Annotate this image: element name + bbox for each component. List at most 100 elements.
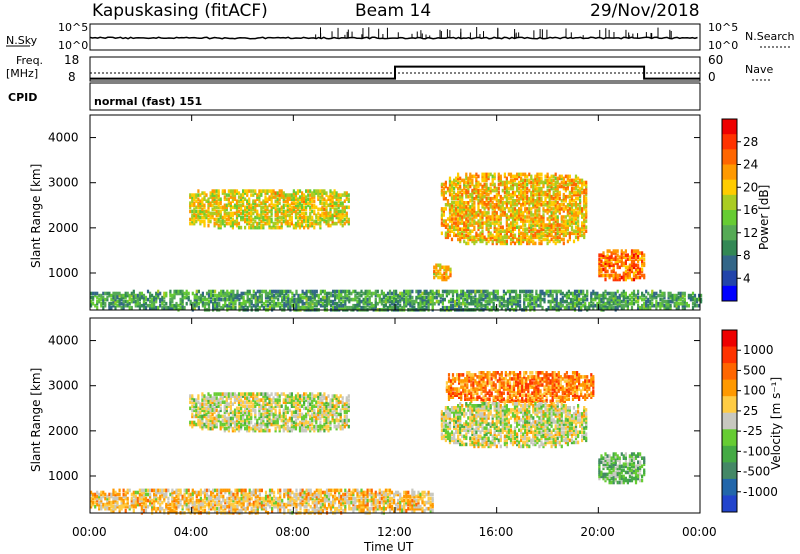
range-cell <box>197 193 200 197</box>
range-cell <box>287 295 290 300</box>
range-cell <box>299 295 302 300</box>
range-cell <box>429 297 432 302</box>
range-cell <box>260 418 263 423</box>
range-cell <box>321 217 324 222</box>
range-cell <box>583 215 586 219</box>
range-cell <box>220 297 223 302</box>
range-cell <box>339 213 342 218</box>
range-cell <box>250 299 253 304</box>
range-cell <box>201 416 204 421</box>
range-cell <box>266 191 269 195</box>
range-cell <box>643 305 646 310</box>
range-cell <box>201 404 204 408</box>
range-cell <box>536 196 539 201</box>
range-cell <box>311 195 314 199</box>
range-cell <box>195 195 198 199</box>
range-cell <box>294 209 298 214</box>
range-cell <box>448 215 452 219</box>
range-cell <box>274 205 277 210</box>
range-cell <box>483 188 486 193</box>
range-cell <box>542 207 545 211</box>
range-cell <box>427 299 430 304</box>
range-cell <box>534 199 537 203</box>
range-cell <box>201 211 204 216</box>
range-cell <box>488 297 491 302</box>
power-colorbar-label: Power [dB] <box>757 185 771 250</box>
range-cell <box>399 295 402 300</box>
range-cell <box>574 174 578 179</box>
range-cell <box>313 295 316 300</box>
range-cell <box>244 191 247 195</box>
range-cell <box>441 305 444 310</box>
range-cell <box>573 301 577 306</box>
range-cell <box>532 241 535 246</box>
range-cell <box>532 194 535 199</box>
range-cell <box>624 295 627 300</box>
range-cell <box>681 301 684 306</box>
range-cell <box>693 295 697 300</box>
range-cell <box>507 196 510 201</box>
range-cell <box>459 184 462 189</box>
range-cell <box>455 211 458 215</box>
range-cell <box>429 295 432 300</box>
range-cell <box>618 293 621 298</box>
range-cell <box>458 297 461 302</box>
range-cell <box>499 194 502 199</box>
range-cell <box>112 301 115 306</box>
range-cell <box>116 299 119 304</box>
range-cell <box>513 219 517 223</box>
range-cell <box>598 267 601 272</box>
range-cell <box>576 289 579 294</box>
range-cell <box>181 293 184 298</box>
range-cell <box>376 301 379 306</box>
range-cell <box>675 299 678 304</box>
range-cell <box>544 225 547 229</box>
range-cell <box>229 410 232 415</box>
range-cell <box>240 400 243 404</box>
range-cell <box>637 303 640 308</box>
range-cell <box>348 297 351 302</box>
range-cell <box>240 203 243 208</box>
range-cell <box>366 297 369 302</box>
range-cell <box>329 293 333 298</box>
range-cell <box>482 289 485 294</box>
range-cell <box>329 209 332 214</box>
range-cell <box>114 301 117 306</box>
range-cell <box>199 402 202 406</box>
range-cell <box>574 221 578 225</box>
range-cell <box>358 303 361 308</box>
range-cell <box>305 299 308 304</box>
range-cell <box>628 263 631 268</box>
range-cell <box>159 299 162 304</box>
range-cell <box>507 225 510 229</box>
range-cell <box>534 184 537 189</box>
range-cell <box>329 213 332 218</box>
range-cell <box>469 205 472 209</box>
range-cell <box>552 182 555 187</box>
range-cell <box>407 301 410 306</box>
range-cell <box>421 299 424 304</box>
range-cell <box>516 182 519 187</box>
range-cell <box>596 303 599 308</box>
range-cell <box>551 293 554 298</box>
range-cell <box>539 297 542 302</box>
range-cell <box>604 257 607 261</box>
range-cell <box>577 215 580 219</box>
range-cell <box>237 394 241 398</box>
range-cell <box>457 190 460 195</box>
range-cell <box>225 402 228 406</box>
range-cell <box>489 186 492 191</box>
range-cell <box>305 207 308 212</box>
range-cell <box>481 215 484 219</box>
range-cell <box>405 301 408 306</box>
range-cell <box>209 414 212 419</box>
range-cell <box>244 299 247 304</box>
range-cell <box>254 404 257 408</box>
range-cell <box>457 201 460 205</box>
range-cell <box>134 295 137 300</box>
range-cell <box>475 176 478 181</box>
range-cell <box>486 295 489 300</box>
range-cell <box>534 192 537 197</box>
range-cell <box>213 195 216 199</box>
range-cell <box>453 231 456 236</box>
